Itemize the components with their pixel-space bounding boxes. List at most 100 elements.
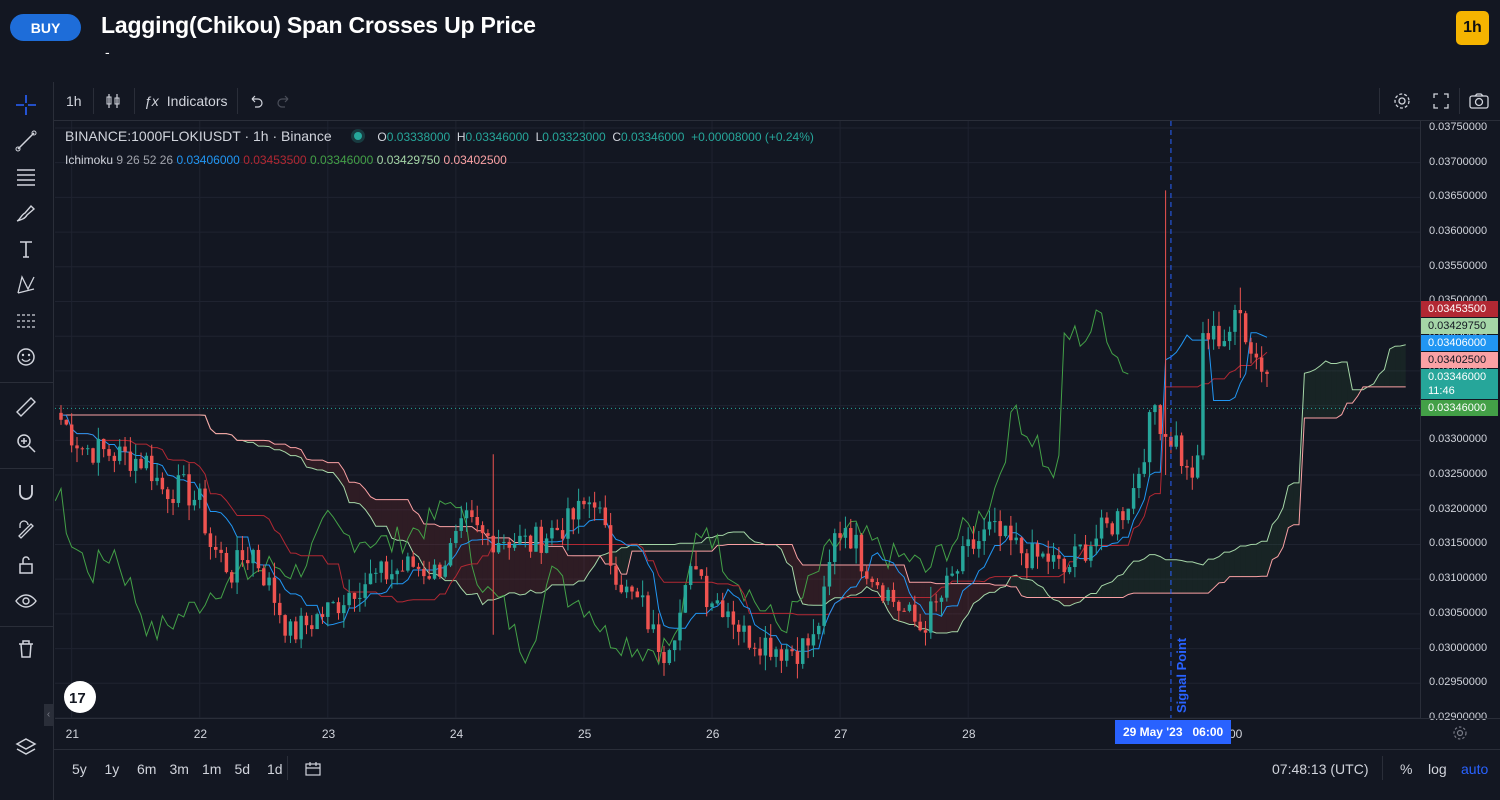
candle-body [320, 614, 325, 617]
candle-body [672, 640, 677, 651]
emoji-icon[interactable] [11, 342, 41, 372]
kumo-cloud [840, 565, 846, 598]
kumo-cloud [962, 583, 969, 621]
candle-body [1003, 525, 1008, 537]
leading-span-a-value: 0.03429750 [376, 153, 441, 167]
crosshair-icon[interactable] [11, 90, 41, 120]
undo-icon[interactable] [248, 82, 264, 120]
text-tool-icon[interactable] [11, 234, 41, 264]
kumo-cloud [1400, 344, 1406, 387]
candle-body [854, 534, 858, 549]
high-label: H [456, 130, 466, 144]
range-button-1d[interactable]: 1d [267, 760, 283, 777]
buy-signal-badge: BUY [10, 14, 81, 41]
drawing-toolbar: ‹ [0, 82, 54, 800]
kumo-cloud [856, 565, 862, 596]
candle-body [422, 568, 426, 577]
candle-body [459, 518, 463, 531]
collapse-toolbar-icon[interactable]: ‹ [44, 704, 53, 726]
settings-icon[interactable] [1392, 82, 1412, 120]
candle-body [640, 595, 645, 598]
candle-body [1185, 466, 1189, 468]
candle-body [480, 525, 485, 534]
fullscreen-icon[interactable] [1432, 82, 1450, 120]
candle-body [630, 586, 634, 592]
price-tick-label: 0.03600000 [1429, 225, 1488, 238]
kumo-cloud [482, 530, 488, 605]
kumo-cloud [263, 440, 270, 447]
layers-icon[interactable] [11, 732, 41, 762]
pattern-icon[interactable] [11, 270, 41, 300]
eye-icon[interactable] [11, 586, 41, 616]
range-button-1y[interactable]: 1y [104, 760, 120, 777]
candle-body [704, 575, 709, 608]
candle-body [256, 549, 261, 569]
candle-body [117, 446, 122, 461]
lagging-price-tag: 0.03346000 [1421, 400, 1498, 416]
brush-icon[interactable] [11, 198, 41, 228]
range-button-3m[interactable]: 3m [169, 760, 189, 777]
candle-body [1035, 543, 1040, 557]
candle-body [1105, 517, 1109, 524]
candle-body [870, 578, 874, 583]
price-tick-label: 0.02900000 [1429, 711, 1488, 723]
indicators-button[interactable]: ƒx Indicators [144, 82, 228, 120]
price-tick-label: 0.03050000 [1429, 606, 1488, 619]
candle-body [160, 477, 165, 490]
axis-settings-icon[interactable] [1451, 724, 1469, 742]
kumo-cloud [1250, 544, 1257, 577]
kumo-cloud [423, 523, 430, 574]
close-value: 0.03346000 [621, 130, 685, 144]
candle-body [363, 584, 367, 598]
lock-drawing-icon[interactable] [11, 514, 41, 544]
candle-body [592, 502, 597, 508]
candle-body [843, 528, 848, 538]
kumo-cloud [1010, 575, 1017, 587]
kumo-cloud [1234, 546, 1241, 577]
candle-body [1249, 342, 1253, 354]
percent-scale-toggle[interactable]: % [1400, 760, 1413, 777]
candles-icon[interactable] [104, 82, 122, 120]
kumo-cloud [984, 583, 990, 596]
candle-body [1222, 341, 1227, 347]
candle-body [566, 508, 570, 539]
date-range-icon[interactable] [304, 750, 322, 787]
range-button-6m[interactable]: 6m [137, 760, 157, 777]
unlock-icon[interactable] [11, 550, 41, 580]
range-button-5y[interactable]: 5y [72, 760, 87, 777]
kumo-cloud [397, 499, 403, 541]
candle-body [955, 571, 960, 574]
magnet-icon[interactable] [11, 478, 41, 508]
leading-span-b-value: 0.03402500 [443, 153, 507, 167]
candle-body [1169, 436, 1173, 447]
trash-icon[interactable] [11, 634, 41, 664]
price-tick-label: 0.03550000 [1429, 259, 1488, 272]
chart-top-toolbar: 1h ƒx Indicators [54, 82, 1500, 121]
camera-icon[interactable] [1468, 82, 1490, 120]
zoom-in-icon[interactable] [11, 428, 41, 458]
candle-body [945, 575, 949, 598]
trend-line-icon[interactable] [11, 126, 41, 156]
candle-body [747, 625, 752, 648]
kumo-cloud [685, 543, 691, 552]
auto-scale-toggle[interactable]: auto [1461, 760, 1489, 777]
log-scale-toggle[interactable]: log [1428, 760, 1447, 777]
redo-icon[interactable] [276, 82, 292, 120]
candle-body [75, 445, 79, 449]
utc-clock[interactable]: 07:48:13 (UTC) [1272, 760, 1369, 777]
range-button-5d[interactable]: 5d [234, 760, 251, 777]
fib-retracement-icon[interactable] [11, 162, 41, 192]
kumo-cloud [1293, 482, 1300, 525]
price-axis[interactable]: 0.03750000 0.03700000 0.03650000 0.03600000… [1420, 121, 1500, 740]
candle-body [683, 585, 688, 613]
price-chart[interactable]: Signal Point 17 [55, 121, 1420, 718]
interval-button[interactable]: 1h [66, 93, 82, 109]
candle-body [1030, 543, 1034, 569]
time-axis[interactable]: 21 22 23 24 25 26 27 28 00 29 May '23 06:00 [55, 718, 1500, 749]
candle-body [806, 638, 810, 646]
ruler-icon[interactable] [11, 392, 41, 422]
prediction-icon[interactable] [11, 306, 41, 336]
range-button-1m[interactable]: 1m [202, 760, 222, 777]
candle-body [891, 589, 896, 602]
kumo-cloud [562, 546, 568, 585]
